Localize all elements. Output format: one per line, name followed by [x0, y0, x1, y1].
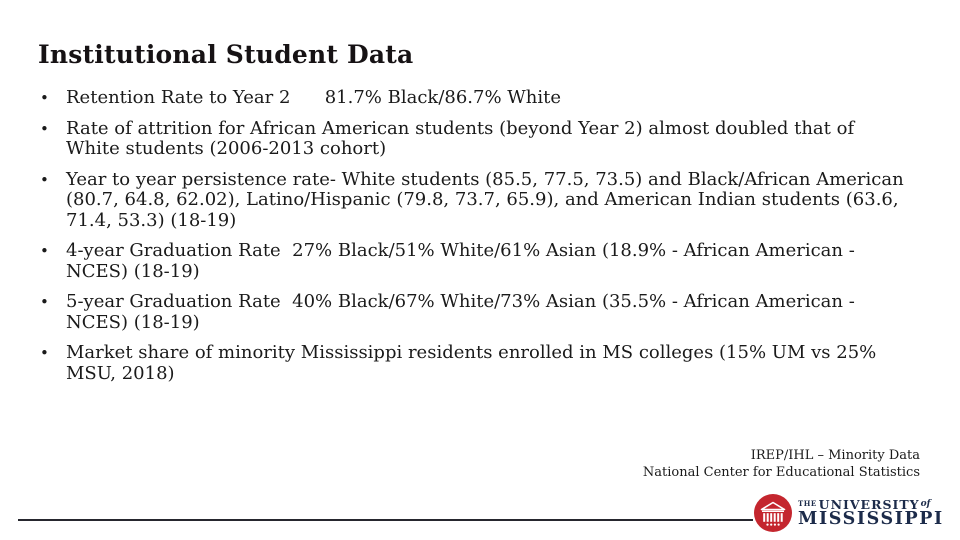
bullet-item-retention: • Retention Rate to Year 2 81.7% Black/8… — [40, 87, 935, 109]
bullet-item-market-share: • Market share of minority Mississippi r… — [40, 342, 935, 384]
credit-line-nces: National Center for Educational Statisti… — [642, 465, 920, 480]
bullet-text: 5-year Graduation Rate 40% Black/67% Whi… — [66, 291, 855, 333]
bullet-text: 4-year Graduation Rate 27% Black/51% Whi… — [66, 240, 855, 282]
bullet-icon: • — [40, 344, 49, 362]
bullet-icon: • — [40, 293, 49, 311]
bullet-text: Market share of minority Mississippi res… — [66, 342, 877, 384]
bullet-icon: • — [40, 170, 49, 189]
bullet-item-attrition: • Rate of attrition for African American… — [40, 117, 935, 160]
bullet-text: Year to year persistence rate- White stu… — [66, 168, 904, 231]
bullet-text: Rate of attrition for African American s… — [66, 117, 855, 159]
university-logo: THE UNIVERSITYof MISSISSIPPI — [753, 493, 944, 533]
wordmark-line-1: THE UNIVERSITYof — [798, 498, 944, 511]
bullet-list: • Retention Rate to Year 2 81.7% Black/8… — [40, 87, 935, 394]
bullet-icon: • — [40, 242, 49, 260]
wordmark-mississippi: MISSISSIPPI — [798, 509, 944, 529]
university-wordmark: THE UNIVERSITYof MISSISSIPPI — [798, 498, 944, 528]
bullet-text: Retention Rate to Year 2 81.7% Black/86.… — [66, 87, 562, 108]
credit-line-irep: IREP/IHL – Minority Data — [750, 448, 920, 463]
page-title: Institutional Student Data — [38, 40, 414, 69]
wordmark-the: THE — [798, 499, 817, 508]
bullet-item-grad4: • 4-year Graduation Rate 27% Black/51% W… — [40, 240, 935, 282]
bullet-icon: • — [40, 119, 49, 138]
bullet-icon: • — [40, 89, 49, 107]
bullet-item-persistence: • Year to year persistence rate- White s… — [40, 168, 935, 232]
source-credits: IREP/IHL – Minority Data National Center… — [643, 447, 920, 481]
wordmark-of: of — [920, 499, 931, 509]
footer-divider — [18, 519, 753, 521]
wordmark-university: UNIVERSITY — [818, 497, 920, 512]
lyceum-crest-icon — [754, 494, 792, 532]
bullet-item-grad5: • 5-year Graduation Rate 40% Black/67% W… — [40, 291, 935, 333]
